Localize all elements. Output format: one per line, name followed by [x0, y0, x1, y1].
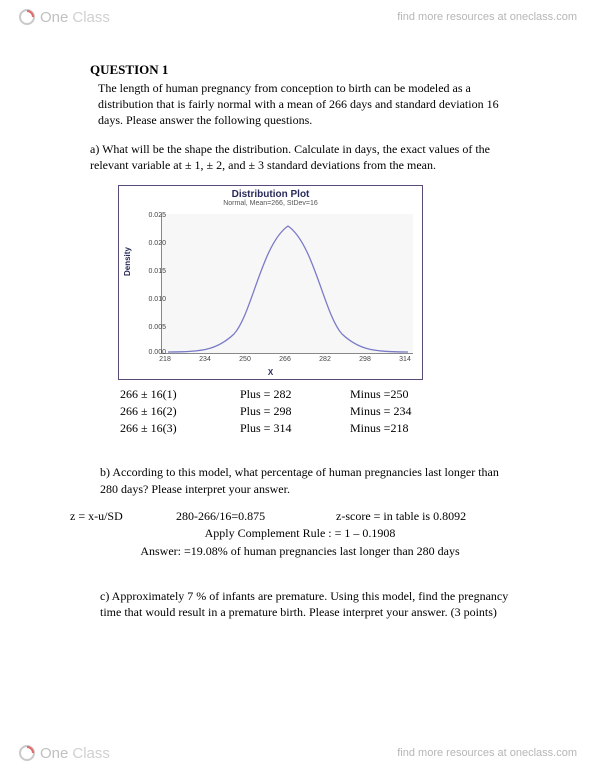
ytick: 0.015	[136, 268, 166, 275]
chart-x-label: X	[119, 368, 422, 377]
z-calc: 280-266/16=0.875	[176, 509, 336, 524]
logo-icon	[18, 744, 36, 762]
ytick: 0.000	[136, 349, 166, 356]
xtick: 266	[273, 356, 297, 363]
part-c-prompt: c) Approximately 7 % of infants are prem…	[100, 588, 510, 620]
brand-logo-footer: OneClass	[18, 744, 110, 762]
table-row: 266 ± 16(1) Plus = 282 Minus =250	[120, 386, 510, 403]
footer-link[interactable]: find more resources at oneclass.com	[397, 747, 577, 759]
part-b-answer: Answer: =19.08% of human pregnancies las…	[90, 542, 510, 560]
calc-minus: Minus =250	[350, 386, 460, 403]
xtick: 234	[193, 356, 217, 363]
calc-formula: 266 ± 16(2)	[120, 403, 240, 420]
ytick: 0.005	[136, 324, 166, 331]
brand-class: Class	[72, 745, 110, 762]
part-b-prompt: b) According to this model, what percent…	[100, 464, 510, 496]
calc-minus: Minus = 234	[350, 403, 460, 420]
logo-icon	[18, 8, 36, 26]
xtick: 298	[353, 356, 377, 363]
header-link[interactable]: find more resources at oneclass.com	[397, 11, 577, 23]
brand-one: One	[40, 745, 68, 762]
brand-one: One	[40, 9, 68, 26]
plot-area	[161, 214, 413, 354]
question-title: QUESTION 1	[90, 62, 510, 78]
ytick: 0.025	[136, 212, 166, 219]
part-a-prompt: a) What will be the shape the distributi…	[90, 141, 510, 173]
chart-y-label: Density	[123, 247, 132, 276]
brand-class: Class	[72, 9, 110, 26]
chart-title: Distribution Plot	[119, 186, 422, 200]
xtick: 218	[153, 356, 177, 363]
normal-curve	[162, 214, 414, 354]
calc-formula: 266 ± 16(3)	[120, 420, 240, 437]
table-row: 266 ± 16(3) Plus = 314 Minus =218	[120, 420, 510, 437]
z-score: z-score = in table is 0.8092	[336, 509, 496, 524]
chart-subtitle: Normal, Mean=266, StDev=16	[119, 200, 422, 207]
ytick: 0.010	[136, 296, 166, 303]
z-calc-row: z = x-u/SD 280-266/16=0.875 z-score = in…	[70, 509, 510, 524]
calc-plus: Plus = 314	[240, 420, 350, 437]
distribution-chart: Distribution Plot Normal, Mean=266, StDe…	[118, 185, 423, 380]
question-intro: The length of human pregnancy from conce…	[98, 80, 510, 129]
calc-formula: 266 ± 16(1)	[120, 386, 240, 403]
xtick: 250	[233, 356, 257, 363]
calc-plus: Plus = 282	[240, 386, 350, 403]
complement-rule: Apply Complement Rule : = 1 – 0.1908	[90, 524, 510, 542]
ytick: 0.020	[136, 240, 166, 247]
calc-plus: Plus = 298	[240, 403, 350, 420]
table-row: 266 ± 16(2) Plus = 298 Minus = 234	[120, 403, 510, 420]
page-content: QUESTION 1 The length of human pregnancy…	[90, 62, 510, 632]
calc-minus: Minus =218	[350, 420, 460, 437]
brand-logo: OneClass	[18, 8, 110, 26]
z-formula: z = x-u/SD	[70, 509, 176, 524]
xtick: 314	[393, 356, 417, 363]
xtick: 282	[313, 356, 337, 363]
